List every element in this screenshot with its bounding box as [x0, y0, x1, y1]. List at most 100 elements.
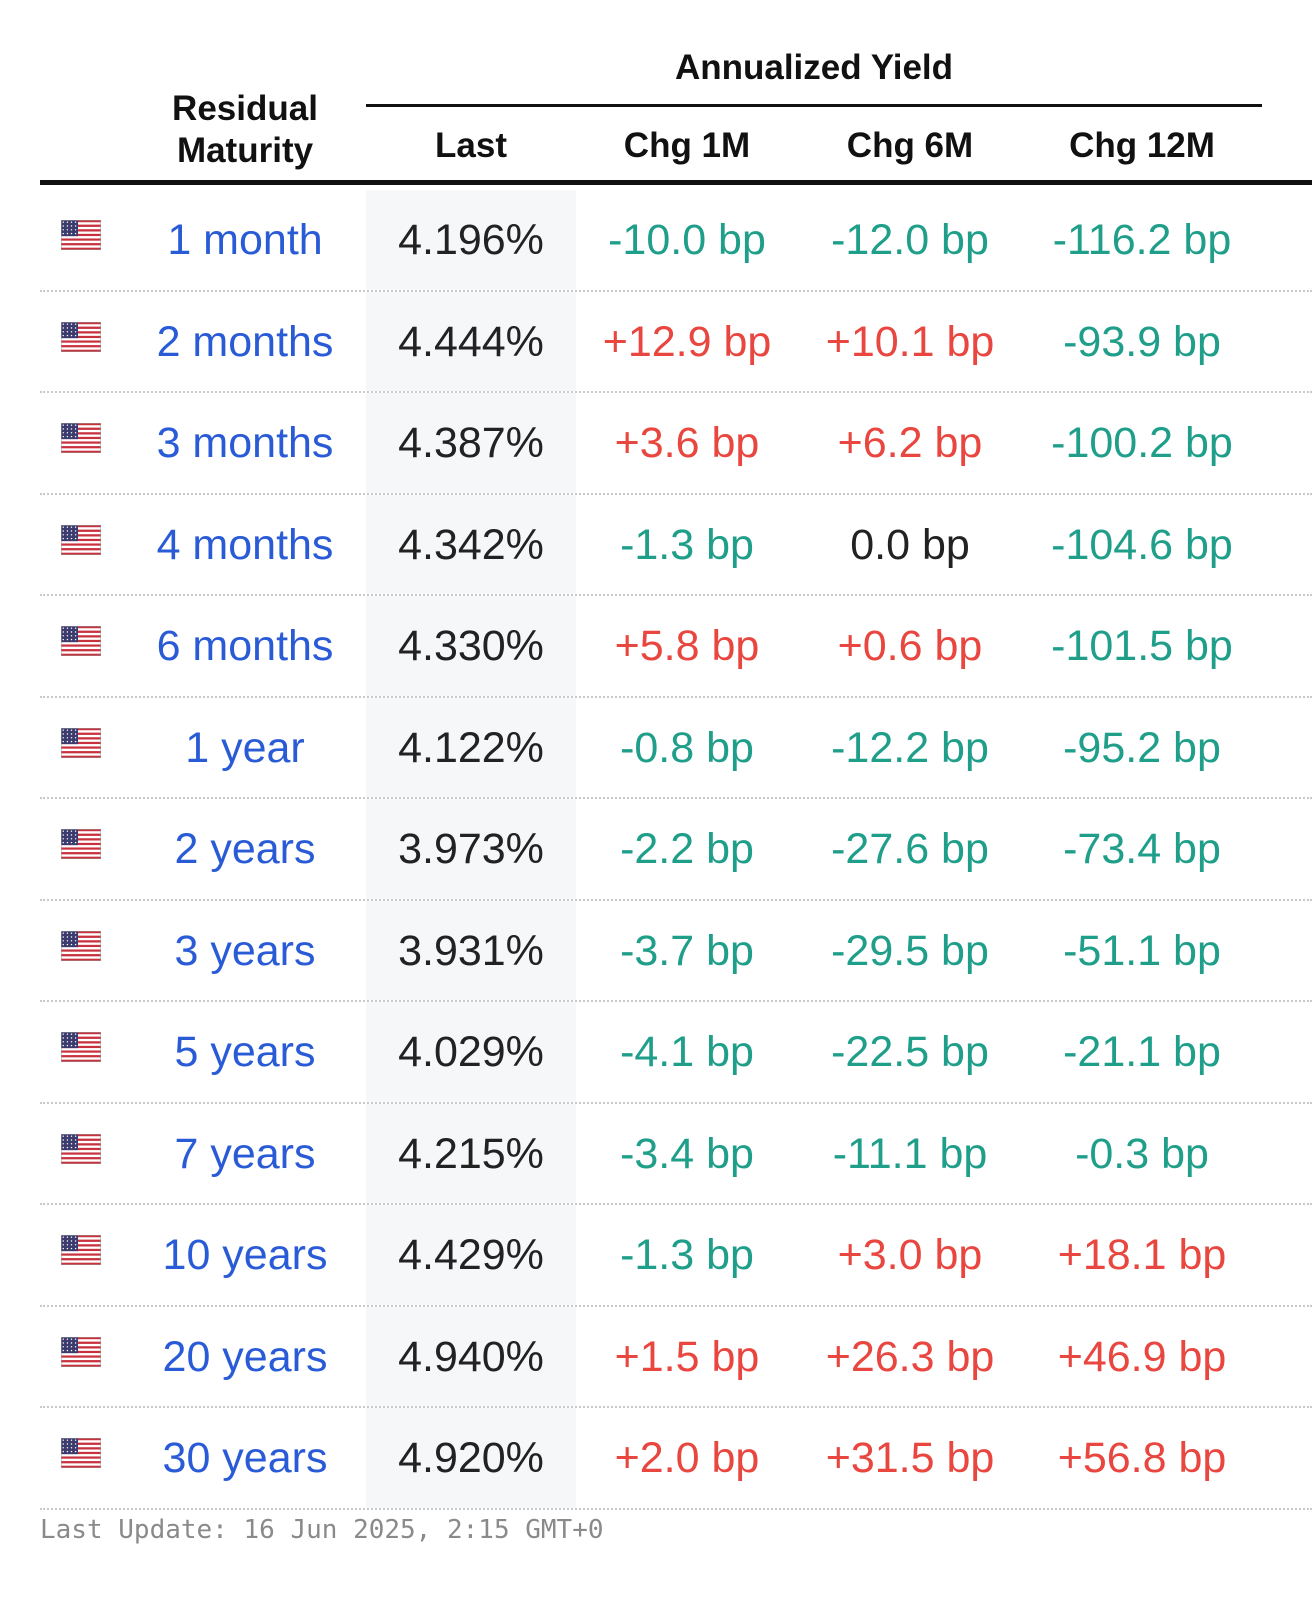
maturity-link[interactable]: 7 years: [174, 1129, 316, 1178]
maturity-link[interactable]: 2 months: [156, 317, 334, 366]
last-yield-value: 4.196%: [398, 216, 544, 264]
chg-1m-value: -0.8 bp: [620, 723, 754, 772]
chg-12m-value: -95.2 bp: [1063, 723, 1221, 772]
last-yield-value: 4.342%: [398, 520, 544, 569]
chg-6m-value: -11.1 bp: [832, 1129, 988, 1178]
maturity-link[interactable]: 20 years: [162, 1332, 328, 1381]
chg-12m-value: +18.1 bp: [1057, 1231, 1227, 1279]
chg-1m-value: -3.7 bp: [620, 926, 754, 975]
maturity-link[interactable]: 3 years: [174, 926, 316, 975]
table-row: 1 year 4.122% -0.8 bp -12.2 bp -95.2 bp: [40, 697, 1312, 799]
chg-6m-value: +0.6 bp: [837, 622, 983, 670]
last-yield-value: 4.429%: [398, 1231, 544, 1279]
table-row: 5 years 4.029% -4.1 bp -22.5 bp -21.1 bp: [40, 1002, 1312, 1104]
residual-maturity-header: Residual Maturity: [120, 88, 370, 172]
us-flag-icon: [61, 1235, 101, 1265]
last-column-shade: [366, 291, 576, 391]
chg-6m-value: -29.5 bp: [831, 926, 989, 975]
last-column-header: Last: [435, 126, 507, 165]
yield-table: Annualized Yield Residual Maturity Last …: [40, 40, 1312, 1510]
chg-1m-value: +5.8 bp: [614, 622, 760, 670]
us-flag-icon: [61, 1438, 101, 1468]
maturity-link[interactable]: 10 years: [162, 1231, 328, 1279]
table-row: 10 years 4.429% -1.3 bp +3.0 bp +18.1 bp: [40, 1205, 1312, 1307]
maturity-header-line1: Residual: [172, 89, 318, 128]
chg-6m-value: -22.5 bp: [831, 1028, 989, 1076]
chg-12m-value: -100.2 bp: [1051, 419, 1233, 467]
last-column-shade: [366, 900, 576, 1000]
chg-12m-value: +56.8 bp: [1057, 1434, 1227, 1482]
last-column-shade: [366, 596, 576, 696]
last-yield-value: 4.215%: [398, 1129, 544, 1178]
table-row: 3 months 4.387% +3.6 bp +6.2 bp -100.2 bp: [40, 393, 1312, 495]
last-column-shade: [366, 1306, 576, 1406]
us-flag-icon: [61, 423, 101, 453]
chg-1m-value: +2.0 bp: [614, 1434, 760, 1482]
table-row: 30 years 4.920% +2.0 bp +31.5 bp +56.8 bp: [40, 1408, 1312, 1510]
chg-6m-column-header: Chg 6M: [846, 126, 974, 165]
header-rule: [40, 180, 1312, 185]
table-header: Annualized Yield Residual Maturity Last …: [40, 40, 1312, 190]
chg-12m-value: -116.2 bp: [1052, 216, 1232, 264]
us-flag-icon: [61, 829, 101, 859]
chg-1m-column-header: Chg 1M: [623, 126, 751, 165]
us-flag-icon: [61, 321, 101, 352]
chg-6m-value: -12.0 bp: [831, 216, 989, 264]
chg-12m-value: -21.1 bp: [1063, 1028, 1221, 1076]
chg-6m-value: -27.6 bp: [831, 825, 989, 873]
maturity-link[interactable]: 6 months: [156, 622, 334, 670]
last-column-shade: [366, 1002, 576, 1102]
us-flag-icon: [61, 524, 101, 555]
chg-1m-value: -10.0 bp: [608, 216, 766, 264]
table-body: 1 month 4.196% -10.0 bp -12.0 bp -116.2 bp 2 …: [40, 190, 1312, 1510]
last-column-shade: [366, 799, 576, 899]
last-column-shade: [366, 393, 576, 493]
chg-6m-value: +10.1 bp: [825, 317, 995, 366]
chg-12m-value: -93.9 bp: [1063, 317, 1221, 366]
table-row: 2 months 4.444% +12.9 bp +10.1 bp -93.9 bp: [40, 291, 1312, 393]
last-column-shade: [366, 1408, 576, 1508]
last-yield-value: 3.973%: [398, 825, 544, 873]
last-column-shade: [366, 1205, 576, 1305]
maturity-link[interactable]: 5 years: [174, 1028, 316, 1076]
maturity-link[interactable]: 4 months: [156, 520, 334, 569]
chg-12m-value: -101.5 bp: [1051, 622, 1233, 670]
us-flag-icon: [61, 1336, 101, 1367]
table-row: 7 years 4.215% -3.4 bp -11.1 bp -0.3 bp: [40, 1103, 1312, 1205]
last-yield-value: 4.330%: [398, 622, 544, 670]
chg-12m-value: -51.1 bp: [1063, 926, 1221, 975]
table-row: 6 months 4.330% +5.8 bp +0.6 bp -101.5 bp: [40, 596, 1312, 698]
chg-1m-value: +1.5 bp: [614, 1332, 760, 1381]
table-row: 1 month 4.196% -10.0 bp -12.0 bp -116.2 bp: [40, 190, 1312, 292]
chg-6m-value: +31.5 bp: [825, 1434, 995, 1482]
last-yield-value: 4.444%: [398, 317, 544, 366]
us-flag-icon: [61, 1032, 101, 1062]
last-update-text: Last Update: 16 Jun 2025, 2:15 GMT+0: [40, 1515, 604, 1545]
table-row: 3 years 3.931% -3.7 bp -29.5 bp -51.1 bp: [40, 900, 1312, 1002]
annualized-yield-header: Annualized Yield: [674, 48, 954, 87]
last-yield-value: 4.387%: [398, 419, 544, 467]
last-yield-value: 4.029%: [398, 1028, 544, 1076]
last-yield-value: 3.931%: [398, 926, 544, 975]
table-row: 2 years 3.973% -2.2 bp -27.6 bp -73.4 bp: [40, 799, 1312, 901]
us-flag-icon: [61, 1133, 101, 1164]
group-header-rule: [366, 104, 1262, 107]
table-row: 4 months 4.342% -1.3 bp 0.0 bp -104.6 bp: [40, 494, 1312, 596]
maturity-link[interactable]: 3 months: [156, 419, 334, 467]
maturity-link[interactable]: 2 years: [174, 825, 316, 873]
us-flag-icon: [61, 727, 101, 758]
chg-6m-value: +26.3 bp: [825, 1332, 995, 1381]
chg-6m-value: -12.2 bp: [831, 723, 989, 772]
last-column-shade: [366, 1103, 576, 1203]
chg-12m-value: +46.9 bp: [1057, 1332, 1227, 1381]
chg-1m-value: -4.1 bp: [620, 1028, 754, 1076]
chg-12m-value: -104.6 bp: [1051, 520, 1233, 569]
maturity-header-line2: Maturity: [176, 131, 314, 170]
chg-12m-column-header: Chg 12M: [1069, 126, 1215, 165]
maturity-link[interactable]: 1 year: [185, 723, 305, 772]
maturity-link[interactable]: 1 month: [167, 216, 323, 264]
last-yield-value: 4.920%: [398, 1434, 544, 1482]
maturity-link[interactable]: 30 years: [162, 1434, 328, 1482]
chg-6m-value: +6.2 bp: [837, 419, 983, 467]
chg-6m-value: +3.0 bp: [837, 1231, 983, 1279]
